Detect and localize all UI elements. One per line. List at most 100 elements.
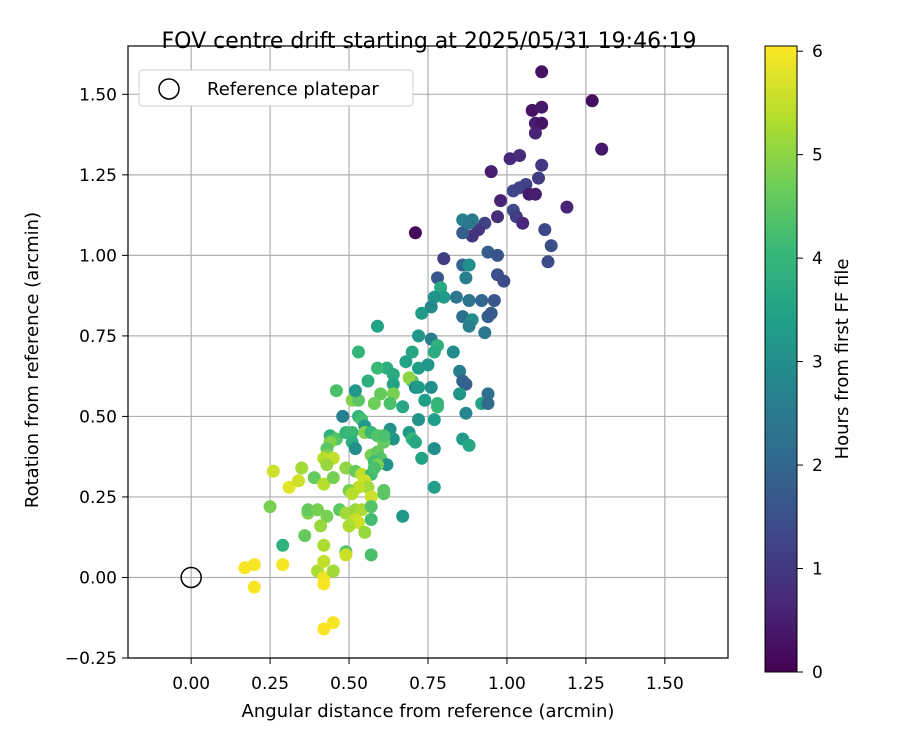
x-tick-label: 1.25 <box>567 674 605 694</box>
data-point <box>516 216 530 230</box>
data-point <box>427 480 441 494</box>
data-point <box>462 438 476 452</box>
data-point <box>481 397 495 410</box>
data-point <box>386 377 400 391</box>
data-point <box>377 487 391 501</box>
data-point <box>415 306 429 320</box>
y-tick-label: 1.00 <box>79 246 117 266</box>
data-point <box>348 442 362 456</box>
y-tick-label: 0.25 <box>79 488 117 508</box>
data-point <box>364 513 378 526</box>
data-point <box>364 490 378 504</box>
data-point <box>364 500 378 514</box>
data-point <box>317 554 331 568</box>
data-point <box>459 271 473 285</box>
data-point <box>585 94 599 108</box>
data-point <box>449 290 463 304</box>
x-tick-label: 0.75 <box>409 674 447 694</box>
data-point <box>345 426 359 439</box>
data-point <box>424 380 438 394</box>
data-point <box>421 358 435 372</box>
data-point <box>424 300 438 314</box>
legend: Reference platepar <box>138 69 414 107</box>
colorbar-tick-label: 0 <box>812 663 823 683</box>
data-point <box>367 461 381 475</box>
data-point <box>374 387 388 401</box>
y-tick-label: 1.50 <box>79 85 117 105</box>
data-point <box>462 216 476 230</box>
data-point <box>311 503 324 517</box>
data-point <box>535 158 549 172</box>
y-tick-label: 1.25 <box>79 166 117 186</box>
data-point <box>317 538 331 552</box>
data-point <box>532 171 545 185</box>
data-point <box>348 384 362 398</box>
data-point <box>497 274 511 288</box>
data-point <box>263 500 277 514</box>
data-point <box>402 371 416 385</box>
data-point <box>544 239 558 253</box>
y-axis-label: Rotation from reference (arcmin) <box>22 212 43 508</box>
data-point <box>326 564 340 578</box>
data-point <box>396 509 410 523</box>
data-point <box>326 471 340 485</box>
data-point <box>329 384 343 398</box>
data-point <box>491 210 504 224</box>
data-point <box>506 184 520 198</box>
data-point <box>326 616 340 630</box>
data-point <box>317 622 331 636</box>
x-tick-label: 0.25 <box>251 674 289 694</box>
data-point <box>399 355 413 369</box>
data-point <box>386 368 400 381</box>
x-tick-label: 1.00 <box>488 674 526 694</box>
colorbar-ticks: 0 1 2 3 4 5 6 <box>797 42 823 683</box>
y-tick-label: 0.50 <box>79 407 117 427</box>
data-point <box>371 319 384 333</box>
data-point <box>437 252 451 266</box>
data-point <box>415 451 429 465</box>
data-point <box>484 165 498 179</box>
data-point <box>535 100 549 114</box>
data-point <box>364 548 378 562</box>
y-axis-ticks: −0.25 0.00 0.25 0.50 0.75 1.00 1.25 1.50 <box>65 85 128 669</box>
data-point <box>320 458 334 472</box>
data-point <box>475 294 489 307</box>
data-point <box>535 116 549 130</box>
data-point <box>595 142 609 156</box>
data-point <box>427 442 441 456</box>
data-point <box>528 187 542 201</box>
colorbar-tick-label: 3 <box>812 353 823 373</box>
data-point <box>437 290 451 304</box>
y-tick-label: 0.00 <box>79 568 117 588</box>
data-point <box>298 529 312 543</box>
data-point <box>427 345 441 359</box>
data-point <box>538 223 552 237</box>
data-point <box>491 248 504 262</box>
chart-title: FOV centre drift starting at 2025/05/31 … <box>162 29 697 54</box>
data-point <box>412 413 425 427</box>
data-point <box>342 519 356 533</box>
data-point <box>282 480 296 494</box>
colorbar-gradient <box>764 45 798 673</box>
data-point <box>481 387 495 401</box>
x-axis-label: Angular distance from reference (arcmin) <box>242 701 615 722</box>
colorbar-label: Hours from first FF file <box>832 259 853 460</box>
colorbar-tick-label: 4 <box>812 249 823 269</box>
legend-label-reference-platepar: Reference platepar <box>207 79 379 100</box>
data-point <box>314 519 328 533</box>
data-point <box>459 406 473 420</box>
data-point <box>276 558 290 572</box>
data-point <box>412 380 425 394</box>
legend-marker-reference-platepar <box>158 78 180 100</box>
data-point <box>446 345 460 359</box>
data-point <box>317 477 331 491</box>
data-point <box>427 413 441 427</box>
data-point <box>462 294 476 307</box>
x-tick-label: 0.00 <box>172 674 210 694</box>
data-point <box>367 397 381 410</box>
data-point <box>247 558 261 572</box>
data-point <box>541 255 555 269</box>
colorbar-tick-label: 2 <box>812 456 823 476</box>
data-point <box>478 326 492 340</box>
